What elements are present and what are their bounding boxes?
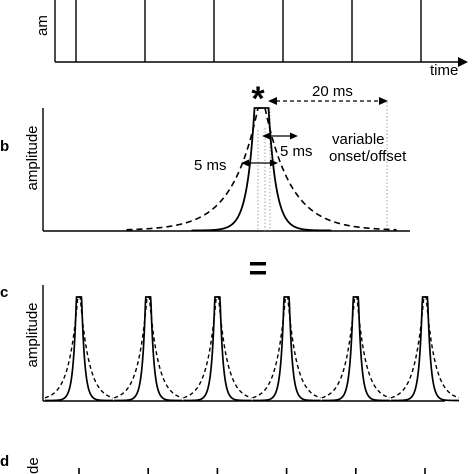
panel-b-arrow-20ms-head-left xyxy=(268,97,277,105)
panel-b-letter: b xyxy=(0,138,9,155)
panel-c-dashed-pulse xyxy=(252,296,321,399)
panel-c-dashed-pulse xyxy=(113,296,183,399)
panel-c-dashed-pulse xyxy=(321,296,391,399)
panel-a-impulses xyxy=(75,0,422,62)
panel-d-marks xyxy=(78,468,426,474)
panel-b-arrow-20ms-head-right xyxy=(379,97,388,105)
panel-b-label-5ms-right: 5 ms xyxy=(280,143,313,160)
panel-c-dashed-pulse xyxy=(183,296,252,399)
panel-c-dashed-pulse xyxy=(390,296,460,399)
panel-b-solid-waveform xyxy=(191,107,332,232)
panel-a: am time xyxy=(34,0,468,79)
panel-b-arrow-5ms-left-head-left xyxy=(241,159,249,167)
panel-a-xlabel: time xyxy=(430,62,458,79)
panel-b: b amplitude * 20 ms 5 ms 5 ms variable o… xyxy=(0,80,410,232)
panel-d: d de xyxy=(0,453,426,474)
equals-sign: = xyxy=(249,250,268,286)
panel-c-pulse-train xyxy=(44,296,460,402)
panel-b-arrow-5ms-left-head-right xyxy=(270,159,278,167)
panel-b-label-20ms: 20 ms xyxy=(312,83,353,100)
panel-b-variable-label: variable xyxy=(332,131,385,148)
panel-a-x-arrowhead xyxy=(458,57,468,67)
panel-c-solid-pulse xyxy=(252,296,321,402)
panel-c-solid-pulse xyxy=(391,296,459,402)
panel-c-solid-pulse xyxy=(45,296,113,402)
panel-c-dashed-pulse xyxy=(44,296,114,399)
panel-c-solid-pulse xyxy=(183,296,252,402)
panel-c: c amplitude xyxy=(0,284,460,402)
panel-b-asterisk: * xyxy=(251,80,265,118)
panel-b-arrow-5ms-right-head-right xyxy=(290,132,298,140)
panel-b-ylabel: amplitude xyxy=(24,125,41,190)
panel-c-ylabel: amplitude xyxy=(24,302,41,367)
panel-d-letter: d xyxy=(0,453,9,470)
panel-c-solid-pulse xyxy=(114,296,183,402)
panel-a-ylabel: am xyxy=(34,15,51,36)
panel-b-dashed-waveform xyxy=(126,107,397,231)
panel-c-letter: c xyxy=(0,284,8,301)
panel-b-onset-offset-label: onset/offset xyxy=(329,148,407,165)
panel-b-label-5ms-left: 5 ms xyxy=(194,157,227,174)
panel-c-solid-pulse xyxy=(321,296,390,402)
panel-d-ylabel: de xyxy=(25,457,42,474)
panel-b-arrow-5ms-right-head-left xyxy=(262,132,270,140)
